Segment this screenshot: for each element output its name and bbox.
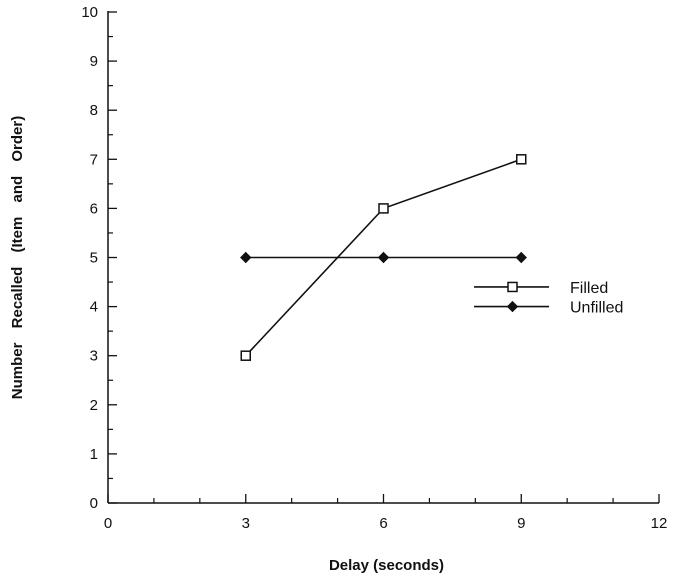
legend: Filled Unfilled <box>474 280 623 317</box>
legend-label: Unfilled <box>570 300 623 317</box>
legend-label: Filled <box>570 280 608 297</box>
y-tick-label: 2 <box>90 397 98 414</box>
y-axis-title: Number Recalled (Item and Order) <box>9 116 26 399</box>
y-tick-label: 10 <box>81 4 98 21</box>
y-tick-label: 7 <box>90 151 98 168</box>
y-tick-label: 5 <box>90 250 98 267</box>
y-tick-label: 0 <box>90 495 98 512</box>
data-point <box>241 351 250 360</box>
legend-item-unfilled: Unfilled <box>474 300 623 317</box>
y-tick-label: 1 <box>90 446 98 463</box>
series-unfilled <box>241 253 527 263</box>
data-point <box>379 253 389 263</box>
y-tick-label: 3 <box>90 348 98 365</box>
x-tick-label: 0 <box>104 515 112 532</box>
y-tick-label: 8 <box>90 102 98 119</box>
data-point <box>517 155 526 164</box>
x-tick-label: 6 <box>379 515 387 532</box>
y-tick-label: 6 <box>90 200 98 217</box>
data-point <box>516 253 526 263</box>
x-tick-label: 3 <box>242 515 250 532</box>
legend-marker <box>508 302 518 312</box>
legend-item-filled: Filled <box>474 280 608 297</box>
data-point <box>241 253 251 263</box>
series-layer <box>241 155 527 360</box>
data-point <box>379 204 388 213</box>
legend-marker <box>508 282 517 291</box>
x-tick-label: 12 <box>651 515 668 532</box>
y-tick-label: 4 <box>90 299 98 316</box>
y-tick-label: 9 <box>90 53 98 70</box>
x-axis-title: Delay (seconds) <box>329 557 444 574</box>
x-tick-label: 9 <box>517 515 525 532</box>
